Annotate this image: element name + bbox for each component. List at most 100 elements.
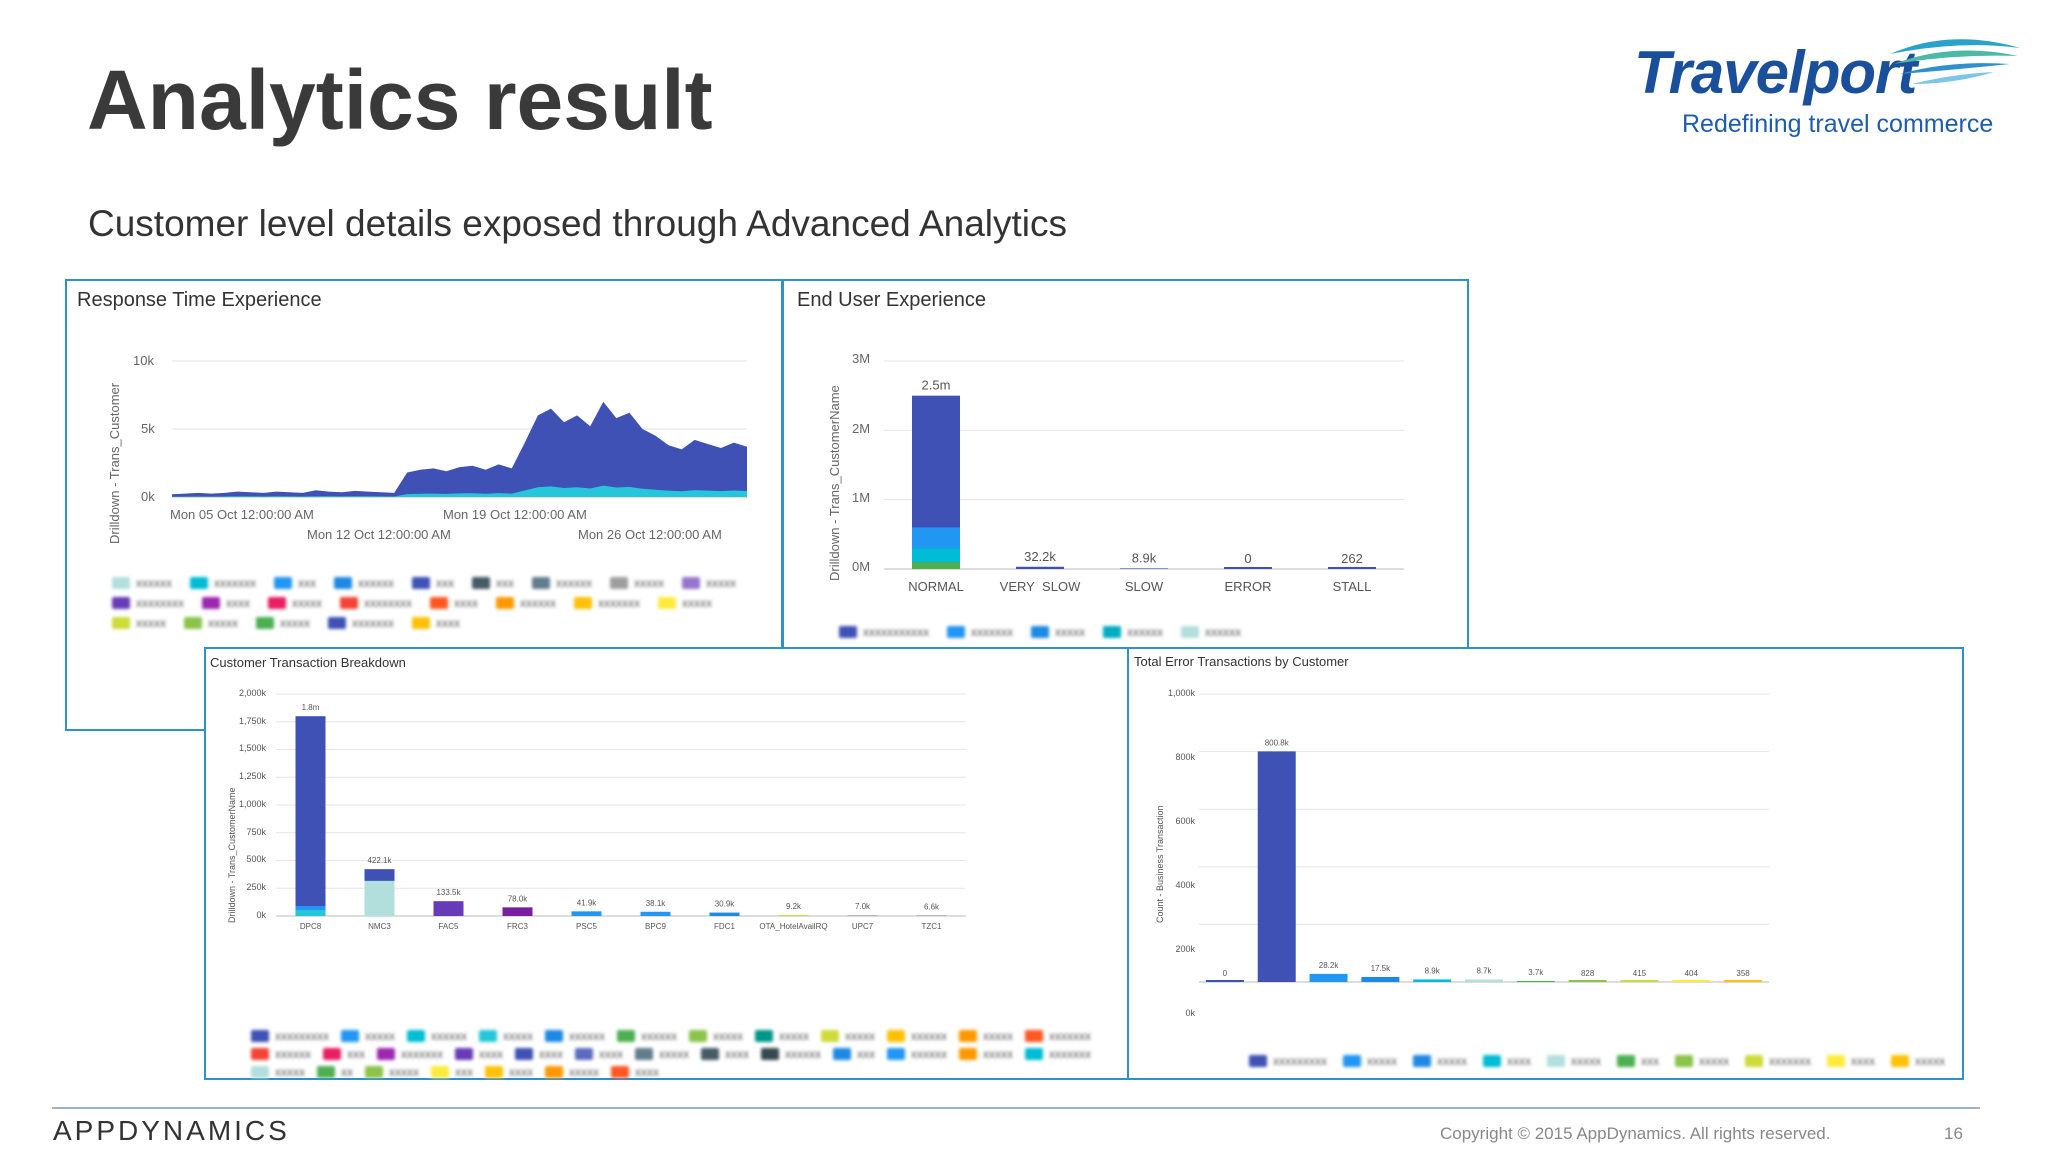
legend-item[interactable]: xxx [412,576,454,590]
legend-item[interactable]: xxxx [1483,1054,1531,1068]
legend-item[interactable]: xxxxxx [887,1047,947,1061]
legend-item[interactable]: xxxxx [251,1065,305,1079]
legend-item[interactable]: xxxxxxxx [340,596,412,610]
legend-swatch [1343,1055,1361,1067]
y-tick: 500k [246,854,266,865]
legend-label: xxx [298,576,316,590]
legend-item[interactable]: xxxxxxxx [112,596,184,610]
legend-item[interactable]: xxxxxx [251,1047,311,1061]
legend-item[interactable]: xxxxxx [1181,625,1241,639]
legend-item[interactable]: xxxxx [112,616,166,630]
legend-item[interactable]: xxxx [515,1047,563,1061]
legend-item[interactable]: xxxxx [341,1029,395,1043]
data-label: 800.8k [1265,738,1290,747]
legend-item[interactable]: xxxxxxx [190,576,256,590]
legend-item[interactable]: xxxxxxx [1025,1029,1091,1043]
legend-item[interactable]: xxxxx [1547,1054,1601,1068]
legend-item[interactable]: xxxxx [682,576,736,590]
legend-item[interactable]: xxxxx [1031,625,1085,639]
legend-item[interactable]: xxxxx [268,596,322,610]
legend-label: xxxxx [659,1047,689,1061]
legend-item[interactable]: xxxxxxxxx [251,1029,329,1043]
legend-item[interactable]: xxxxxx [545,1029,605,1043]
legend-item[interactable]: xxxxx [959,1029,1013,1043]
legend-item[interactable]: xxxxx [184,616,238,630]
legend-item[interactable]: xxxx [485,1065,533,1079]
legend-item[interactable]: xxxxxx [532,576,592,590]
legend-item[interactable]: xxxx [575,1047,623,1061]
legend-item[interactable]: xxxxx [1343,1054,1397,1068]
legend-label: xxxxx [275,1065,305,1079]
legend-item[interactable]: xxxxxx [496,596,556,610]
legend-item[interactable]: xxxxx [365,1065,419,1079]
legend-item[interactable]: xxxxxx [761,1047,821,1061]
legend-item[interactable]: xxx [323,1047,365,1061]
legend-label: xxxxxxx [1049,1029,1091,1043]
legend-item[interactable]: xxxx [202,596,250,610]
legend-item[interactable]: xxxxxx [1103,625,1163,639]
legend-label: xxxxx [569,1065,599,1079]
legend-item[interactable]: xxxxx [821,1029,875,1043]
category-label: FRC3 [507,922,528,931]
legend-item[interactable]: xxxxx [610,576,664,590]
bar [1568,980,1607,982]
y-tick: 250k [246,881,266,892]
legend-label: xxxxxx [275,1047,311,1061]
legend-item[interactable]: xxxxxx [407,1029,467,1043]
legend-item[interactable]: xxxxxxx [377,1047,443,1061]
legend-item[interactable]: xxxxx [256,616,310,630]
y-tick: 2M [852,421,871,436]
bar-segment [364,880,395,916]
y-tick: 5k [141,421,155,436]
legend-item[interactable]: xxx [431,1065,473,1079]
legend-item[interactable]: xxxxxx [887,1029,947,1043]
legend-item[interactable]: xxxxxx [617,1029,677,1043]
legend-item[interactable]: xxx [1617,1054,1659,1068]
legend-label: xxx [436,576,454,590]
y-tick: 3M [852,351,871,366]
legend-item[interactable]: xxxxxxxxxxx [839,625,929,639]
legend-label: xxx [455,1065,473,1079]
legend-item[interactable]: xxxxx [1891,1054,1945,1068]
page-title: Analytics result [87,53,713,147]
legend-item[interactable]: xxxxx [1675,1054,1729,1068]
legend-item[interactable]: xxx [472,576,514,590]
legend-item[interactable]: xxxx [611,1065,659,1079]
legend-item[interactable]: xxxx [455,1047,503,1061]
legend-swatch [1547,1055,1565,1067]
legend-item[interactable]: xxxxxxx [328,616,394,630]
legend-swatch [617,1030,635,1042]
legend-item[interactable]: xxxxx [635,1047,689,1061]
travelport-swoosh-icon [1890,39,2020,84]
legend-item[interactable]: xxxxx [545,1065,599,1079]
legend-item[interactable]: xxxxx [689,1029,743,1043]
legend-item[interactable]: xxxxxxxxx [1249,1054,1327,1068]
legend-item[interactable]: xxx [274,576,316,590]
legend-item[interactable]: xxxxx [479,1029,533,1043]
legend-swatch [274,577,292,589]
legend-item[interactable]: xxxxxxx [1745,1054,1811,1068]
legend-item[interactable]: xxx [833,1047,875,1061]
legend-item[interactable]: xxxxx [755,1029,809,1043]
legend-item[interactable]: xxxxxxx [947,625,1013,639]
legend-item[interactable]: xxxxx [959,1047,1013,1061]
legend-label: xxxxx [634,576,664,590]
legend-item[interactable]: xxxx [701,1047,749,1061]
legend-item[interactable]: xxxx [430,596,478,610]
legend-label: xxx [857,1047,875,1061]
data-label: 41.9k [577,898,598,907]
bar [1328,567,1376,569]
legend-item[interactable]: xxxxxx [334,576,394,590]
legend-item[interactable]: xxxx [412,616,460,630]
legend-item[interactable]: xxxxxxx [574,596,640,610]
legend-swatch [1827,1055,1845,1067]
legend-item[interactable]: xxxxx [1413,1054,1467,1068]
legend-item[interactable]: xxxx [1827,1054,1875,1068]
legend-swatch [611,1066,629,1078]
end-user-panel: End User Experience Drilldown - Trans_Cu… [782,279,1469,649]
legend-item[interactable]: xxxxxx [112,576,172,590]
legend-item[interactable]: xxxxx [658,596,712,610]
legend-swatch [407,1030,425,1042]
legend-item[interactable]: xx [317,1065,353,1079]
legend-item[interactable]: xxxxxxx [1025,1047,1091,1061]
